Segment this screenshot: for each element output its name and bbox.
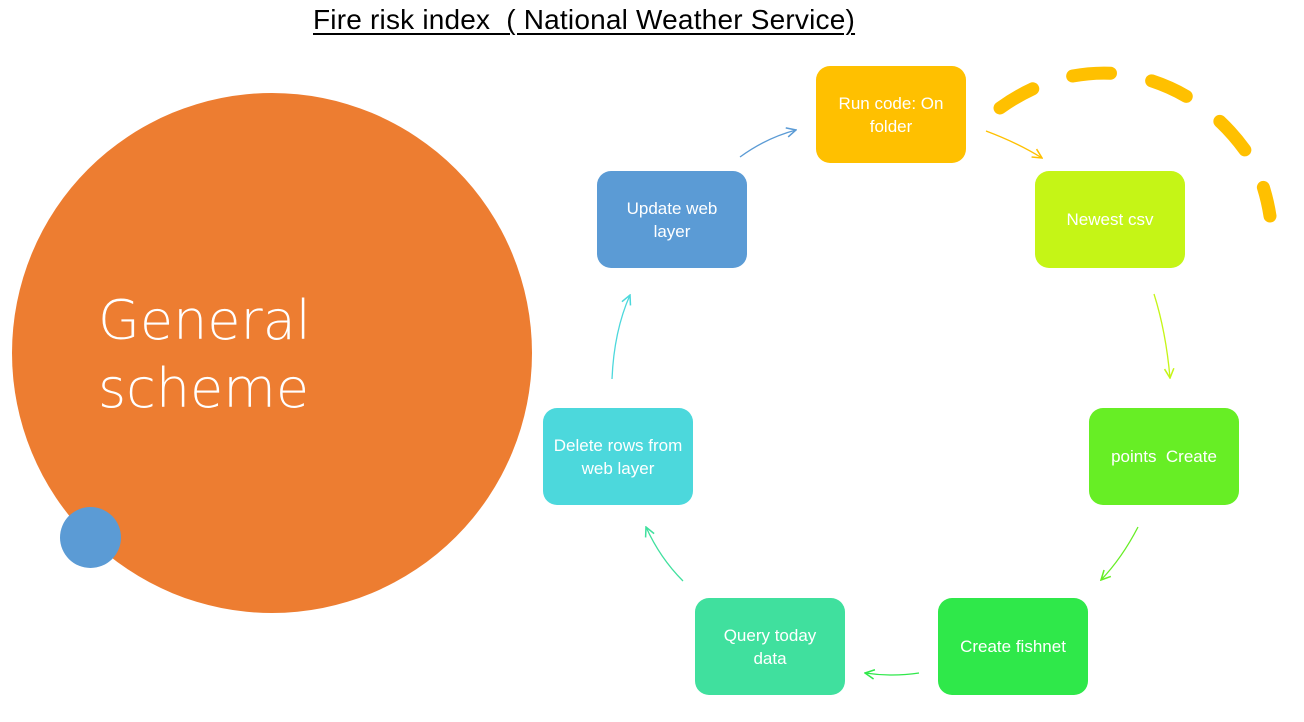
arrow-step2-to-step3: [1101, 526, 1139, 580]
step-run-code-label: Run code: On folder: [838, 93, 944, 136]
general-scheme-label-line1: General: [98, 289, 311, 352]
page-title: Fire risk index ( National Weather Servi…: [313, 4, 856, 35]
step-update-web-layer: Update web layer: [597, 171, 747, 268]
arrow-step0-to-step1: [985, 130, 1042, 158]
step-create-points: points Create: [1089, 408, 1239, 505]
step-update-web-layer-label: Update web layer: [626, 198, 718, 241]
dashed-loop-arc: [993, 66, 1277, 223]
step-create-fishnet: Create fishnet: [938, 598, 1088, 695]
arrow-step1-to-step2: [1153, 293, 1170, 378]
step-delete-rows-label: Delete rows from web layer: [553, 435, 683, 478]
step-create-fishnet-label: Create fishnet: [960, 637, 1066, 656]
step-query-today-data-label: Query today data: [723, 625, 817, 668]
step-query-today-data: Query today data: [695, 598, 845, 695]
accent-dot: [60, 507, 121, 568]
general-scheme-label-line2: scheme: [98, 357, 310, 420]
arrow-step6-to-step0: [739, 130, 796, 158]
step-delete-rows: Delete rows from web layer: [543, 408, 693, 505]
arrow-step5-to-step6: [611, 295, 630, 380]
general-scheme-label: General scheme: [98, 287, 311, 423]
arrow-step3-to-step4: [865, 673, 920, 675]
arrow-step4-to-step5: [646, 527, 684, 582]
step-newest-csv: Newest csv: [1035, 171, 1185, 268]
step-create-points-label: points Create: [1111, 447, 1217, 466]
step-run-code: Run code: On folder: [816, 66, 966, 163]
step-newest-csv-label: Newest csv: [1066, 210, 1154, 229]
